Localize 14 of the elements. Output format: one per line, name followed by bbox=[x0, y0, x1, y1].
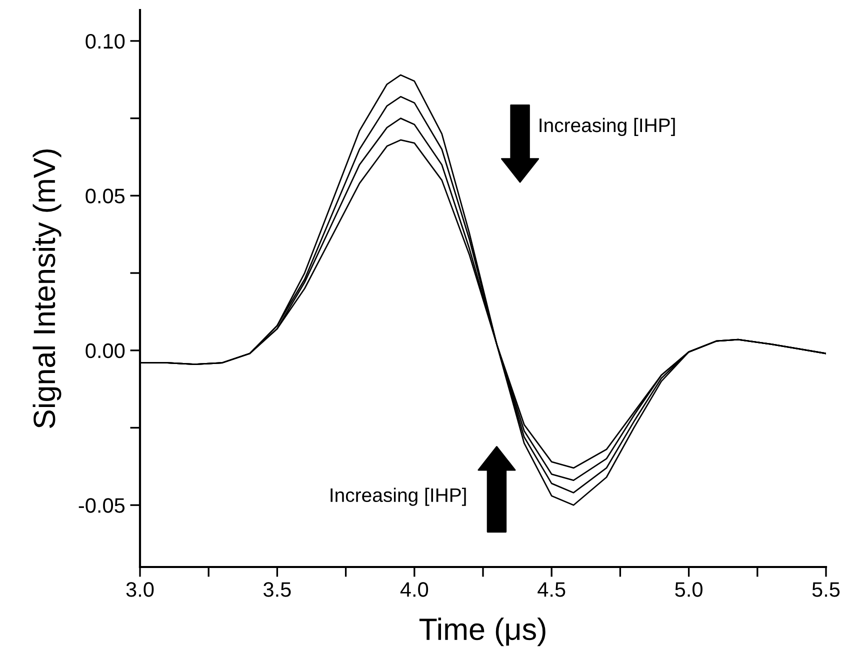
x-tick-label: 5.0 bbox=[675, 582, 702, 597]
x-tick-label: 3.5 bbox=[264, 582, 291, 597]
x-axis-title: Time (μs) bbox=[419, 618, 546, 646]
y-tick-label: 0.00 bbox=[86, 343, 125, 358]
x-tick-label: 5.5 bbox=[812, 582, 840, 597]
annotation: Increasing [IHP] bbox=[330, 488, 466, 506]
x-tick-label: 4.5 bbox=[538, 582, 566, 597]
y-tick-label: 0.10 bbox=[86, 34, 125, 49]
y-tick-label: -0.05 bbox=[78, 498, 125, 513]
x-tick-label: 3.0 bbox=[126, 582, 154, 597]
y-tick-label: 0.05 bbox=[86, 188, 125, 204]
annotation: Increasing [IHP] bbox=[540, 118, 675, 136]
y-axis-title: Signal Intensity (mV) bbox=[32, 149, 62, 428]
x-tick-label: 4.0 bbox=[400, 582, 428, 597]
